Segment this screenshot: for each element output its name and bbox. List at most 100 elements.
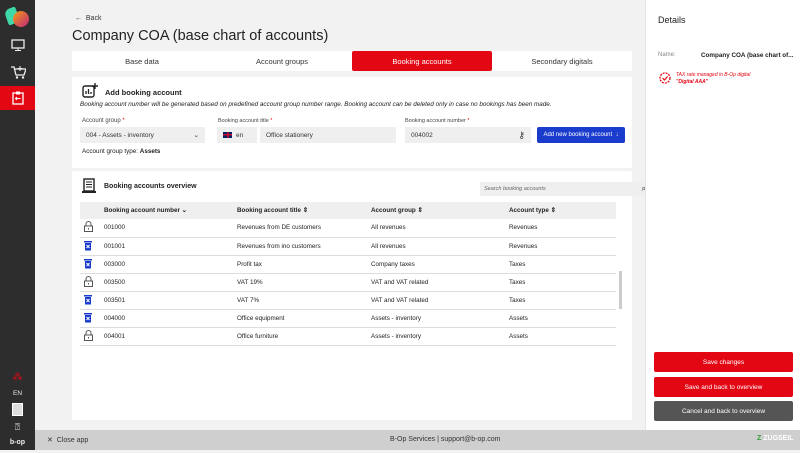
- delete-icon[interactable]: [80, 237, 100, 256]
- brand-logo: b-op: [9, 438, 26, 446]
- booking-accounts-table: Booking account number ⌄ Booking account…: [80, 202, 616, 346]
- arrow-left-icon: ←: [75, 15, 82, 22]
- cell-group: Assets - inventory: [367, 327, 505, 346]
- save-and-back-button[interactable]: Save and back to overview: [654, 377, 793, 397]
- add-chart-icon: [82, 83, 98, 98]
- lock-icon: [80, 219, 100, 238]
- add-title: Add booking account: [105, 88, 182, 97]
- chevron-down-icon: ⌄: [193, 132, 199, 139]
- cell-type: Assets: [505, 309, 616, 328]
- cell-group: VAT and VAT related: [367, 291, 505, 310]
- tab-bar: Base data Account groups Booking account…: [72, 51, 632, 71]
- cell-group: Assets - inventory: [367, 309, 505, 328]
- table-row[interactable]: 003500 VAT 19% VAT and VAT related Taxes: [80, 273, 616, 292]
- account-group-label: Account group *: [82, 118, 125, 124]
- close-icon: ✕: [47, 437, 53, 444]
- sort-icon: ⇕: [417, 207, 423, 214]
- col-number[interactable]: Booking account number ⌄: [100, 202, 233, 219]
- zugseil-logo: Z ZUGSEIL: [757, 435, 794, 442]
- sidebar: ⁂ EN ⍰ b-op: [0, 0, 35, 450]
- booking-title-label: Booking account title *: [218, 118, 273, 124]
- cell-title: VAT 7%: [233, 291, 367, 310]
- language-select[interactable]: en: [217, 127, 257, 143]
- cell-number: 004001: [100, 327, 233, 346]
- name-label: Name:: [658, 52, 676, 58]
- table-row[interactable]: 004001 Office furniture Assets - inventory…: [80, 327, 616, 346]
- back-label: Back: [85, 15, 102, 22]
- table-row[interactable]: 004000 Office equipment Assets - inventory…: [80, 309, 616, 328]
- cell-group: All revenues: [367, 237, 505, 256]
- delete-icon[interactable]: [80, 309, 100, 328]
- table-row[interactable]: 001000 Revenues from DE customers All reve…: [80, 219, 616, 238]
- cell-title: Revenues from DE customers: [233, 219, 367, 238]
- sort-desc-icon: ⌄: [181, 207, 187, 214]
- user-avatar-icon[interactable]: [0, 398, 35, 420]
- cell-type: Taxes: [505, 291, 616, 310]
- key-icon[interactable]: ⚷: [518, 129, 525, 140]
- table-row[interactable]: 001001 Revenues from ino customers All rev…: [80, 237, 616, 256]
- cell-number: 004000: [100, 309, 233, 328]
- add-new-booking-account-button[interactable]: Add new booking account ↓: [537, 127, 625, 143]
- name-value: Company COA (base chart of...: [701, 52, 794, 59]
- col-title[interactable]: Booking account title ⇕: [233, 202, 367, 219]
- save-changes-button[interactable]: Save changes: [654, 352, 793, 372]
- cell-group: All revenues: [367, 219, 505, 238]
- delete-icon[interactable]: [80, 291, 100, 310]
- overview-title: Booking accounts overview: [104, 183, 197, 190]
- cell-type: Revenues: [505, 219, 616, 238]
- account-group-select[interactable]: 004 - Assets - inventory ⌄: [80, 127, 205, 143]
- details-title: Details: [658, 15, 686, 25]
- delete-icon[interactable]: [80, 255, 100, 274]
- cell-group: Company taxes: [367, 255, 505, 274]
- cell-type: Taxes: [505, 273, 616, 292]
- search-input[interactable]: Search booking accounts ⌕: [480, 182, 650, 196]
- cell-title: Office equipment: [233, 309, 367, 328]
- table-row[interactable]: 003501 VAT 7% VAT and VAT related Taxes: [80, 291, 616, 310]
- cell-title: Profit tax: [233, 255, 367, 274]
- sort-icon: ⇕: [302, 207, 309, 214]
- tax-note: TAX rate managed in B-Op digital "Digital…: [676, 72, 751, 85]
- back-link[interactable]: ← Back: [75, 15, 101, 22]
- app-logo: [3, 6, 30, 30]
- uk-flag-icon: [223, 132, 232, 138]
- booking-number-input[interactable]: 004002 ⚷: [405, 127, 531, 143]
- notification-icon[interactable]: ⁂: [12, 371, 23, 383]
- tab-account-groups[interactable]: Account groups: [255, 56, 309, 66]
- accounting-icon[interactable]: [0, 86, 35, 110]
- cell-number: 001000: [100, 219, 233, 238]
- close-app-button[interactable]: ✕ Close app: [47, 437, 89, 444]
- table-header: Booking account number ⌄ Booking account…: [80, 202, 616, 219]
- cell-number: 003000: [100, 255, 233, 274]
- add-note: Booking account number will be generated…: [80, 101, 552, 108]
- sort-icon: ⇕: [550, 207, 556, 214]
- tab-base-data[interactable]: Base data: [125, 56, 159, 66]
- col-type[interactable]: Account type ⇕: [505, 202, 616, 219]
- col-group[interactable]: Account group ⇕: [367, 202, 505, 219]
- cell-type: Taxes: [505, 255, 616, 274]
- page-title: Company COA (base chart of accounts): [72, 28, 329, 44]
- help-icon[interactable]: ⍰: [14, 421, 21, 432]
- cell-type: Assets: [505, 327, 616, 346]
- cell-title: Revenues from ino customers: [233, 237, 367, 256]
- lock-icon: [80, 327, 100, 346]
- ledger-icon: [82, 178, 96, 193]
- search-icon[interactable]: ⌕: [641, 184, 646, 193]
- lock-icon: [80, 273, 100, 292]
- tab-secondary-digitals[interactable]: Secondary digitals: [531, 56, 593, 66]
- main-content: ← Back Company COA (base chart of accoun…: [35, 0, 650, 430]
- footer-contact: B-Op Services | support@b-op.com: [390, 436, 501, 443]
- cell-number: 003501: [100, 291, 233, 310]
- language-selector[interactable]: EN: [12, 389, 23, 397]
- booking-accounts-overview-card: Booking accounts overview Search booking…: [72, 171, 650, 420]
- cell-number: 003500: [100, 273, 233, 292]
- cart-icon[interactable]: [0, 61, 35, 83]
- account-group-type: Account group type: Assets: [82, 148, 161, 155]
- table-scrollbar[interactable]: [619, 271, 622, 309]
- cell-type: Revenues: [505, 237, 616, 256]
- tab-booking-accounts[interactable]: Booking accounts: [352, 51, 492, 71]
- monitor-icon[interactable]: [0, 34, 35, 56]
- cancel-button[interactable]: Cancel and back to overview: [654, 401, 793, 421]
- arrow-down-icon: ↓: [615, 132, 619, 138]
- table-row[interactable]: 003000 Profit tax Company taxes Taxes: [80, 255, 616, 274]
- booking-title-input[interactable]: Office stationery: [260, 127, 396, 143]
